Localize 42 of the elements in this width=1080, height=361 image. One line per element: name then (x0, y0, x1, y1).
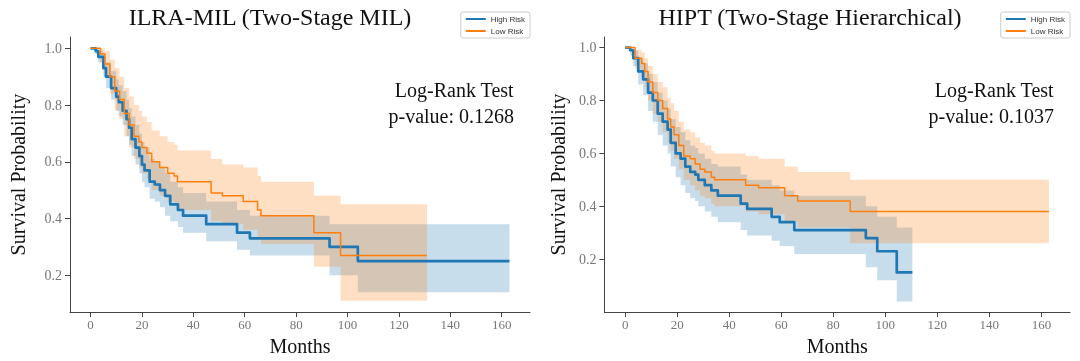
x-tick-label: 20 (670, 317, 684, 333)
y-tick-label: 0.6 (578, 145, 597, 161)
x-axis-title: Months (269, 335, 331, 357)
y-tick-label: 0.6 (44, 154, 62, 170)
x-tick-label: 60 (238, 317, 252, 333)
x-tick-label: 40 (722, 317, 736, 333)
x-tick-label: 160 (1031, 317, 1052, 333)
y-axis-title: Survival Probability (7, 93, 30, 256)
x-tick-label: 0 (621, 317, 629, 333)
legend-label: High Risk (490, 14, 526, 24)
legend-label: Low Risk (1030, 26, 1065, 36)
x-tick-label: 80 (289, 317, 303, 333)
y-axis-title: Survival Probability (547, 93, 570, 256)
annotation: p-value: 0.1268 (388, 105, 514, 128)
legend-label: High Risk (1030, 14, 1066, 24)
chart-title: HIPT (Two-Stage Hierarchical) (658, 4, 962, 30)
x-tick-label: 140 (979, 317, 1000, 333)
chart-title: ILRA-MIL (Two-Stage MIL) (128, 4, 412, 30)
x-tick-label: 0 (87, 317, 94, 333)
x-tick-label: 100 (337, 317, 358, 333)
y-tick-label: 0.2 (578, 251, 597, 267)
annotation: Log-Rank Test (394, 79, 515, 102)
legend-label: Low Risk (490, 26, 525, 36)
y-tick-label: 0.8 (578, 92, 597, 108)
x-tick-label: 120 (389, 317, 409, 333)
y-tick-label: 0.4 (578, 198, 597, 214)
annotation: p-value: 0.1037 (928, 105, 1054, 128)
annotation: Log-Rank Test (934, 79, 1055, 102)
x-tick-label: 40 (186, 317, 200, 333)
x-tick-label: 60 (774, 317, 788, 333)
y-tick-label: 0.8 (44, 97, 62, 113)
x-tick-label: 100 (875, 317, 896, 333)
x-tick-label: 160 (491, 317, 512, 333)
x-tick-label: 20 (135, 317, 149, 333)
x-axis-title: Months (806, 335, 868, 357)
y-tick-label: 0.2 (44, 267, 62, 283)
y-tick-label: 1.0 (578, 40, 597, 56)
x-tick-label: 140 (440, 317, 461, 333)
x-tick-label: 120 (927, 317, 948, 333)
x-tick-label: 80 (826, 317, 840, 333)
y-tick-label: 0.4 (44, 211, 62, 227)
y-tick-label: 1.0 (44, 40, 62, 56)
